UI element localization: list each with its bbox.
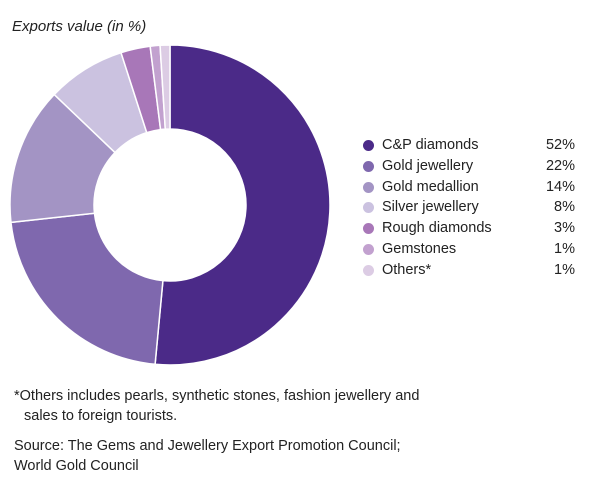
legend-label: Rough diamonds — [382, 220, 492, 237]
legend-item-rough-diamonds: Rough diamonds 3% — [360, 218, 580, 239]
legend-swatch-icon — [363, 264, 374, 276]
footnote-line-1: *Others includes pearls, synthetic stone… — [14, 388, 420, 404]
legend-value: 1% — [554, 240, 575, 257]
legend-item-gold-jewellery: Gold jewellery 22% — [360, 156, 580, 177]
donut-slice-c-p-diamonds — [154, 44, 331, 366]
donut-slice-gold-jewellery — [10, 212, 164, 366]
source-note: Source: The Gems and Jewellery Export Pr… — [14, 436, 401, 476]
legend-value: 52% — [545, 137, 575, 153]
legend-value: 8% — [554, 199, 575, 216]
legend-label: C&P diamonds — [382, 137, 479, 153]
legend-swatch-icon — [363, 243, 374, 255]
legend-label: Others* — [382, 261, 432, 278]
legend-item-gemstones: Gemstones 1% — [360, 239, 580, 260]
legend-value: 3% — [554, 220, 575, 237]
donut-slice-others — [159, 44, 171, 130]
legend-item-c-p-diamonds: C&P diamonds 52% — [360, 135, 580, 156]
legend-label: Gold jewellery — [382, 157, 474, 174]
legend-swatch-icon — [363, 223, 374, 235]
chart-title: Exports value (in %) — [12, 18, 147, 35]
legend-label: Silver jewellery — [382, 199, 479, 216]
legend-swatch-icon — [363, 202, 374, 214]
legend-label: Gold medallion — [382, 178, 479, 195]
legend-swatch-icon — [363, 140, 374, 151]
legend-label: Gemstones — [382, 240, 457, 257]
legend-value: 14% — [545, 178, 575, 195]
source-line-1: Source: The Gems and Jewellery Export Pr… — [14, 438, 401, 454]
legend-swatch-icon — [363, 181, 374, 193]
donut-chart — [9, 44, 331, 366]
legend-item-gold-medallion: Gold medallion 14% — [360, 177, 580, 198]
legend-swatch-icon — [363, 160, 374, 172]
source-line-2: World Gold Council — [14, 458, 139, 474]
legend-value: 22% — [545, 157, 575, 174]
footnote: *Others includes pearls, synthetic stone… — [14, 386, 419, 426]
legend-item-others: Others* 1% — [360, 260, 580, 281]
footnote-line-2: sales to foreign tourists. — [24, 408, 178, 424]
legend-value: 1% — [554, 261, 575, 278]
legend-item-silver-jewellery: Silver jewellery 8% — [360, 197, 580, 218]
chart-legend: C&P diamonds 52% Gold jewellery 22% Gold med… — [360, 135, 580, 281]
